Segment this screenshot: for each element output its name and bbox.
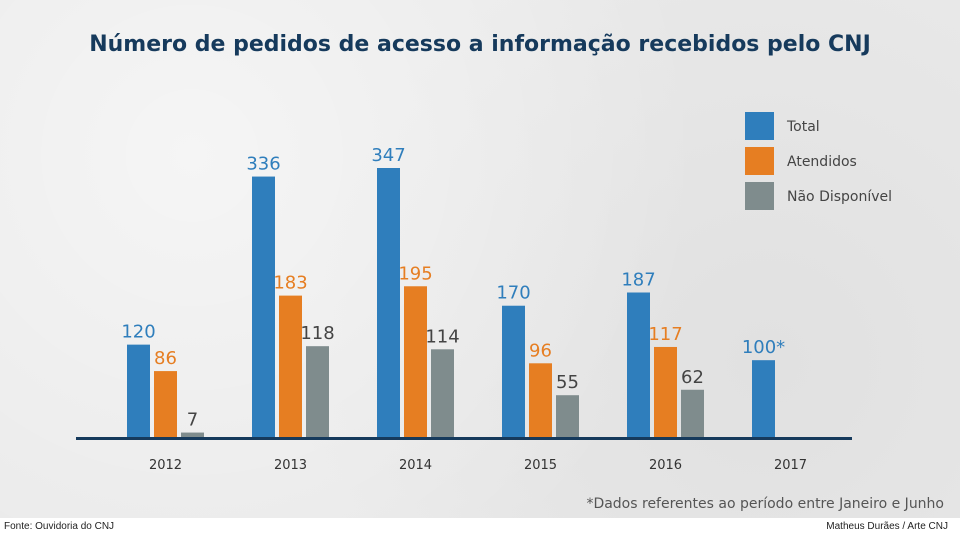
author-credit: Matheus Durães / Arte CNJ — [826, 521, 948, 532]
legend-swatch-atendidos — [745, 147, 774, 175]
data-label-atendidos-2015: 96 — [529, 340, 552, 361]
x-axis-line — [76, 437, 852, 440]
bar-total-2015 — [502, 305, 525, 438]
footnote: *Dados referentes ao período entre Janei… — [586, 496, 944, 512]
bar-total-2017 — [752, 360, 775, 438]
bar-atendidos-2014 — [404, 286, 427, 438]
x-tick-label-2016: 2016 — [649, 458, 682, 473]
x-tick-label-2012: 2012 — [149, 458, 182, 473]
data-label-total-2012: 120 — [121, 322, 155, 343]
data-label-n-o-dispon-vel-2014: 114 — [425, 326, 459, 347]
bar-chart: 120 86 7 2012 336 183 118 2013 347 195 114 2014 170 9… — [76, 112, 892, 473]
legend-swatch-total — [745, 112, 774, 140]
bar-n-o-dispon-vel-2013 — [306, 346, 329, 438]
bar-atendidos-2013 — [279, 295, 302, 438]
bar-n-o-dispon-vel-2016 — [681, 389, 704, 438]
x-tick-label-2013: 2013 — [274, 458, 307, 473]
bar-total-2014 — [377, 168, 400, 438]
bar-n-o-dispon-vel-2012 — [181, 432, 204, 438]
footer: Fonte: Ouvidoria do CNJ Matheus Durães /… — [0, 518, 960, 536]
data-label-total-2014: 347 — [371, 145, 405, 166]
x-tick-label-2014: 2014 — [399, 458, 432, 473]
legend-label-total: Total — [786, 119, 820, 135]
chart-title: Número de pedidos de acesso a informação… — [89, 32, 871, 57]
bar-total-2013 — [252, 176, 275, 438]
data-label-atendidos-2016: 117 — [648, 324, 682, 345]
data-label-total-2015: 170 — [496, 283, 530, 304]
legend-label-n-o-dispon-vel: Não Disponível — [787, 189, 892, 205]
legend-label-atendidos: Atendidos — [787, 154, 857, 170]
data-label-atendidos-2013: 183 — [273, 273, 307, 294]
bar-n-o-dispon-vel-2014 — [431, 349, 454, 438]
bar-total-2016 — [627, 292, 650, 438]
data-label-total-2013: 336 — [246, 154, 280, 175]
data-label-n-o-dispon-vel-2016: 62 — [681, 367, 704, 388]
bar-atendidos-2015 — [529, 363, 552, 438]
data-label-atendidos-2012: 86 — [154, 348, 177, 369]
data-label-n-o-dispon-vel-2013: 118 — [300, 323, 334, 344]
x-tick-label-2017: 2017 — [774, 458, 807, 473]
bar-atendidos-2016 — [654, 346, 677, 438]
data-label-total-2016: 187 — [621, 269, 655, 290]
legend-swatch-n-o-dispon-vel — [745, 182, 774, 210]
x-tick-label-2015: 2015 — [524, 458, 557, 473]
data-label-atendidos-2014: 195 — [398, 263, 432, 284]
bar-total-2012 — [127, 344, 150, 438]
data-label-total-2017: 100* — [742, 337, 785, 358]
bar-atendidos-2012 — [154, 371, 177, 438]
data-label-n-o-dispon-vel-2012: 7 — [187, 410, 198, 431]
source-credit: Fonte: Ouvidoria do CNJ — [4, 521, 115, 532]
data-label-n-o-dispon-vel-2015: 55 — [556, 372, 579, 393]
bar-n-o-dispon-vel-2015 — [556, 395, 579, 438]
